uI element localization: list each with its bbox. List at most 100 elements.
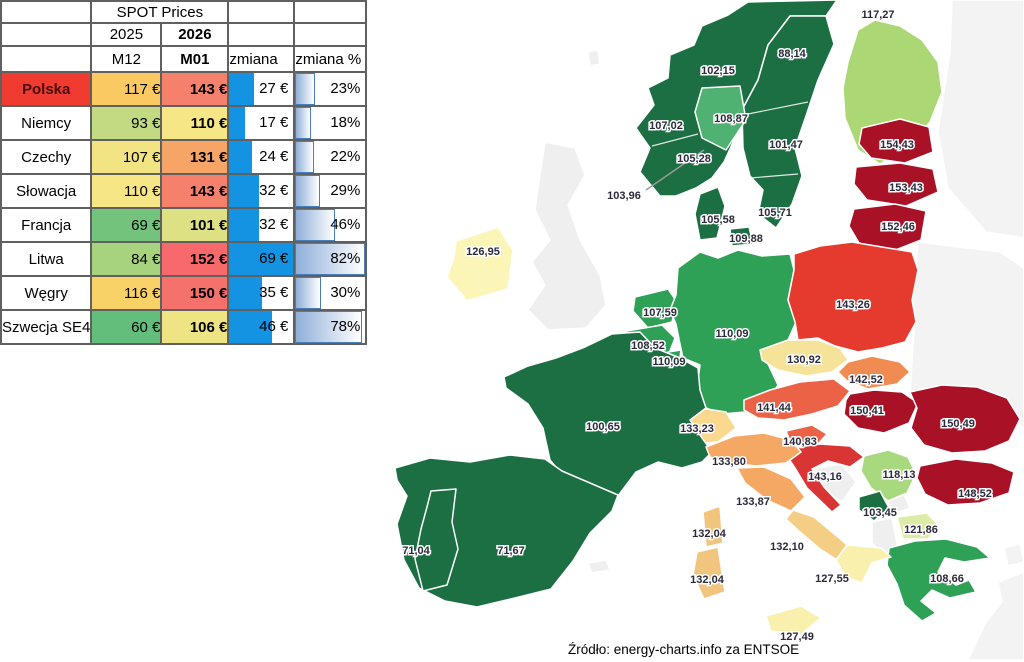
map-label-norway-no3: 105,28 [677,153,711,165]
map-label-sardinia: 132,04 [690,574,725,586]
change-value: 35 € [259,284,289,301]
change-value: 17 € [259,114,289,131]
change-pct-cell: 23% [293,71,368,107]
map-label-finland: 117,27 [861,9,894,21]
source-note: Źródło: energy-charts.info za ENTSOE [568,642,800,657]
map-region-norway-no1 [694,85,747,151]
change-pct-value: 23% [330,80,361,97]
change-bar [230,210,260,240]
price-m01: 106 € [160,309,230,345]
map-region-sicily [765,605,822,636]
map-label-switzerland: 133,23 [680,423,714,435]
map-label-denmark-west: 105,58 [701,214,735,226]
norway-zone-divider [651,133,699,147]
map-region-austria [743,378,851,421]
price-m12: 60 € [90,309,163,345]
map-label-norway-no5: 107,02 [649,120,683,132]
map-region-serbia [860,449,917,502]
map-region-hungary [843,389,919,434]
change-value: 46 € [259,318,289,335]
map-label-estonia: 154,43 [880,139,914,151]
header-year-2025: 2025 [90,22,163,47]
map-label-ireland: 126,95 [466,246,500,258]
map-region-poland [787,241,919,353]
map-labels-layer: 102,15 107,02 108,87 105,28 103,96 88,14 101,4… [401,7,994,644]
map-label-romania: 150,49 [941,418,975,430]
price-m12: 93 € [90,105,163,141]
table-row-szwecja-se4: Szwecja SE4 60 €106 € 46 € 78% [0,309,368,345]
change-pct-bar [296,108,311,138]
country-label: Litwa [0,241,93,277]
map-label-italy-central: 133,87 [736,496,770,508]
price-m12: 69 € [90,207,163,243]
change-pct-value: 29% [330,182,361,199]
map-region-czechia [759,339,849,377]
table-header-row-years: 2025 2026 [0,22,368,47]
map-region-italy-north [705,432,802,467]
price-m12: 107 € [90,139,163,175]
map-region-russia [937,0,1024,239]
header-month-m01: M01 [160,45,230,73]
change-bar [230,244,293,274]
map-label-netherlands: 107,59 [643,307,677,319]
map-region-france [503,331,713,497]
table-row-węgry: Węgry 116 €150 € 35 € 30% [0,275,368,311]
spot-price-table: SPOT Prices 2025 2026 M12 M01 zmiana zmi… [0,0,368,345]
change-pct-bar [296,142,315,172]
change-pct-value: 82% [330,250,361,267]
map-label-austria: 141,44 [757,402,792,414]
change-bar [230,108,246,138]
change-pct-cell: 22% [293,139,368,175]
country-label: Węgry [0,275,93,311]
map-label-montenegro: 103,45 [863,507,897,519]
country-label: Niemcy [0,105,93,141]
map-label-norway-no1: 108,87 [714,113,748,125]
change-pct-bar [296,278,321,308]
map-region-montenegro [858,490,890,522]
map-region-italy-south [835,544,892,584]
map-label-slovenia: 140,83 [783,436,817,448]
change-pct-cell: 46% [293,207,368,243]
map-label-italy-csouth: 132,10 [770,541,804,553]
country-label: Słowacja [0,173,93,209]
price-m01: 152 € [160,241,230,277]
map-label-croatia: 143,16 [808,471,842,483]
map-region-romania [909,384,1021,454]
change-bar [230,278,262,308]
header-spacer [0,22,93,47]
label-leader-line-no2 [645,149,705,191]
change-bar [230,312,273,342]
map-region-netherlands [632,288,678,329]
table-row-francja: Francja 69 €101 € 32 € 46% [0,207,368,243]
map-label-poland: 143,26 [836,299,870,311]
map-label-serbia: 118,13 [882,469,915,481]
change-pct-cell: 18% [293,105,368,141]
table-row-litwa: Litwa 84 €152 € 69 € 82% [0,241,368,277]
map-label-italy-south: 127,55 [815,573,849,585]
price-m01: 150 € [160,275,230,311]
price-m12: 110 € [90,173,163,209]
change-cell: 32 € [227,173,296,209]
change-value: 32 € [259,182,289,199]
map-label-corsica: 132,04 [692,528,727,540]
map-region-bulgaria [916,458,1015,506]
table-header-row-months: M12 M01 zmiana zmiana % [0,45,368,73]
map-region-balearics [587,559,611,574]
header-change: zmiana [227,45,296,73]
change-pct-cell: 82% [293,241,368,277]
sweden-zone-divider-north [742,101,809,116]
table-header-row-title: SPOT Prices [0,0,368,24]
change-cell: 69 € [227,241,296,277]
sweden-zone-divider-south [749,173,799,179]
map-region-germany [669,249,797,415]
map-region-north-macedonia [896,512,940,540]
country-label: Francja [0,207,93,243]
change-value: 32 € [259,216,289,233]
change-pct-value: 22% [330,148,361,165]
change-value: 24 € [259,148,289,165]
map-label-spain: 71,67 [497,545,525,557]
table-row-niemcy: Niemcy 93 €110 € 17 € 18% [0,105,368,141]
change-value: 69 € [259,250,289,267]
map-region-croatia [786,443,865,513]
change-bar [230,176,260,206]
